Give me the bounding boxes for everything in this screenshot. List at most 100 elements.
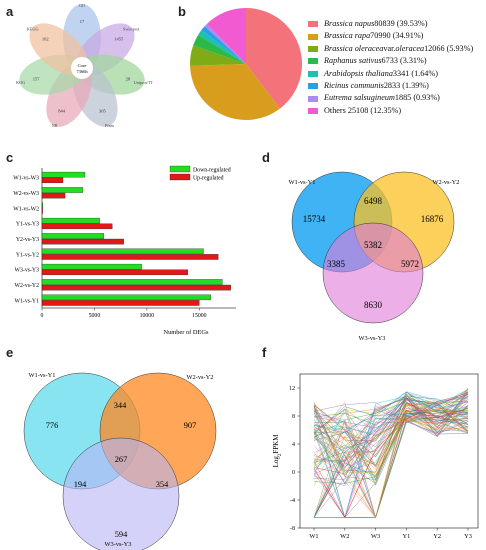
region-count: 16876 xyxy=(421,214,444,224)
pie-slice xyxy=(201,26,246,65)
petal-count: 844 xyxy=(58,108,66,113)
expression-line xyxy=(313,402,469,519)
pie-slice xyxy=(193,34,246,64)
y-tick-label: 8 xyxy=(292,414,295,420)
category-label: Y1-vs-Y2 xyxy=(16,252,39,258)
bar xyxy=(41,223,113,230)
y-tick-label: 12 xyxy=(289,386,295,392)
legend-entry: Arabidopsis thaliana 3341 (1.64%) xyxy=(308,68,484,80)
bar xyxy=(41,300,200,306)
expression-line xyxy=(313,395,469,462)
bar xyxy=(41,269,188,276)
legend-swatch xyxy=(169,173,191,181)
legend-entry: Brassica rapa 70990 (34.91%) xyxy=(308,30,484,42)
bar xyxy=(41,248,204,255)
pie-slice xyxy=(198,30,246,64)
legend-value: 12066 (5.93%) xyxy=(424,43,474,53)
legend-entry: Raphanus sativus 6733 (3.31%) xyxy=(308,55,484,67)
legend-value: 3341 (1.64%) xyxy=(392,68,438,78)
bar xyxy=(41,208,43,214)
legend-species: Brassica rapa xyxy=(324,31,371,41)
legend-swatch xyxy=(308,70,318,77)
region-count: 3385 xyxy=(327,259,346,269)
legend-text: var. xyxy=(383,43,396,53)
expression-line xyxy=(313,396,469,476)
pie-slice xyxy=(246,8,302,109)
region-count: 5972 xyxy=(401,259,419,269)
region-count: 5382 xyxy=(364,240,382,250)
region-count: 776 xyxy=(46,421,59,430)
expression-line xyxy=(313,396,469,519)
bar xyxy=(41,284,231,291)
venn-e-chart: 776 907 594 344 194 354 267 W1-vs-Y1 W2-vs-Y2 W3-… xyxy=(23,372,217,550)
region-count: 907 xyxy=(184,421,197,430)
plot-frame xyxy=(299,373,479,529)
region-count: 15734 xyxy=(303,214,326,224)
petal-count: 17 xyxy=(80,19,85,24)
region-count: 8630 xyxy=(364,300,383,310)
legend-species: Eutrema salsugineum xyxy=(324,93,395,103)
legend-value: 1885 (0.93%) xyxy=(394,93,440,103)
legend-swatch xyxy=(308,83,318,90)
x-tick-label: 15000 xyxy=(192,313,207,319)
core-label: Core xyxy=(78,63,87,68)
venn-circle xyxy=(62,437,180,550)
expression-line xyxy=(313,391,469,481)
pie-slice xyxy=(204,23,246,65)
legend-entry: Ricinus communis 2833 (1.39%) xyxy=(308,80,484,92)
legend-species: Arabidopsis thaliana xyxy=(324,68,393,78)
set-label: W2-vs-Y2 xyxy=(433,179,460,186)
pie-chart xyxy=(190,8,302,120)
legend-value: Others 25108 (12.35%) xyxy=(324,105,402,115)
bar xyxy=(41,171,86,178)
category-label: W1-vs-W3 xyxy=(13,176,39,182)
bar xyxy=(41,202,43,209)
bar xyxy=(41,279,223,285)
region-count: 594 xyxy=(115,530,128,539)
expression-line xyxy=(313,401,469,438)
region-count: 6498 xyxy=(364,196,383,206)
core-value: 7366h xyxy=(76,69,88,74)
petal-count: 157 xyxy=(33,76,41,81)
legend-value: 70990 (34.91%) xyxy=(370,31,424,41)
expression-line xyxy=(313,391,469,519)
bar xyxy=(41,263,142,270)
bar xyxy=(41,238,124,245)
region-count: 344 xyxy=(114,401,127,410)
legend-swatch xyxy=(169,165,191,173)
category-label: Y1-vs-Y3 xyxy=(16,222,39,228)
legend-swatch xyxy=(308,21,318,28)
legend-label: Up-regulated xyxy=(193,176,224,182)
petal-name: GO xyxy=(79,3,85,8)
bar xyxy=(41,233,105,239)
y-tick-label: -8 xyxy=(290,526,295,532)
legend-species: Ricinus communis xyxy=(324,80,384,90)
legend-species: Brassica oleracea xyxy=(324,43,384,53)
pie-slice xyxy=(190,45,246,66)
legend-species: Raphanus sativus xyxy=(324,56,382,66)
category-label: W2-vs-Y2 xyxy=(15,283,40,289)
category-label: W3-vs-Y3 xyxy=(15,268,40,274)
panel-label-c: c xyxy=(6,150,14,165)
petal-name: Pfam xyxy=(105,123,115,128)
expression-line xyxy=(313,407,469,431)
expression-line xyxy=(313,401,469,519)
y-tick-label: 0 xyxy=(292,470,295,476)
petal-name: Swissprot xyxy=(123,27,140,32)
pie-slice xyxy=(206,8,246,64)
legend-value: 2833 (1.39%) xyxy=(383,80,429,90)
expression-line xyxy=(313,399,469,519)
expression-line xyxy=(313,404,469,468)
petal-name: KEGG xyxy=(27,27,39,32)
panel-label-b: b xyxy=(178,4,186,19)
legend-entry: Eutrema salsugineum 1885 (0.93%) xyxy=(308,92,484,104)
x-tick-label: 5000 xyxy=(89,313,101,319)
bar xyxy=(41,187,84,193)
y-tick-label: 4 xyxy=(292,442,295,448)
petal-name: NR xyxy=(52,123,58,128)
expression-line xyxy=(313,392,469,467)
legend-value: 6733 (3.31%) xyxy=(381,56,427,66)
expression-line xyxy=(313,394,469,426)
x-tick-label: 10000 xyxy=(140,313,155,319)
y-tick-label: -4 xyxy=(290,498,295,504)
